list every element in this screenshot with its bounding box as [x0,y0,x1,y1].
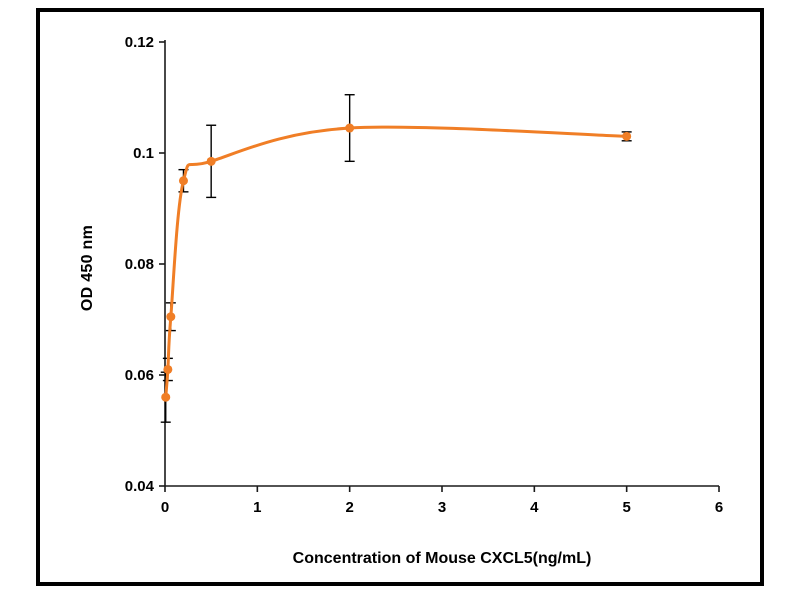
x-tick-label: 5 [622,499,630,516]
chart-canvas: 0.04 0.06 0.08 0.1 0.12 0 1 2 3 4 5 6 [125,34,723,516]
y-axis-title: OD 450 nm [79,224,96,312]
y-tick-label: 0.1 [133,145,154,162]
y-tick-label: 0.12 [125,34,154,51]
data-point-marker [622,131,632,141]
x-tick-label: 1 [253,499,261,516]
x-axis-title: Concentration of Mouse CXCL5(ng/mL) [292,550,592,567]
data-point-marker [345,123,355,133]
data-point-marker [166,312,176,322]
data-point-marker [163,364,173,374]
chart-frame: 0.04 0.06 0.08 0.1 0.12 0 1 2 3 4 5 6 OD 450 nm Con… [36,8,764,586]
series-line [164,125,629,399]
data-point-marker [161,392,171,402]
x-tick-label: 0 [161,499,169,516]
x-tick-label: 3 [438,499,446,516]
x-tick-label: 6 [715,499,723,516]
data-point-marker [178,176,188,186]
x-tick-label: 4 [530,499,539,516]
y-tick-label: 0.06 [125,367,154,384]
y-tick-label: 0.08 [125,256,154,273]
y-tick-label: 0.04 [125,478,155,495]
x-tick-label: 2 [345,499,353,516]
data-point-marker [206,156,216,166]
